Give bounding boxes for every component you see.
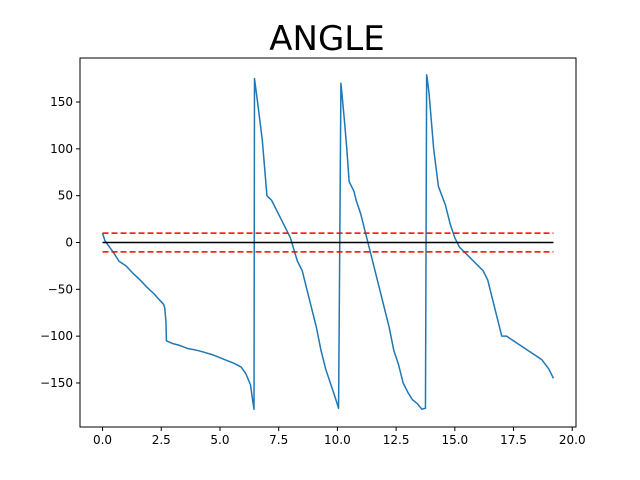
chart-title: ANGLE	[269, 19, 384, 59]
x-tick-label: 2.5	[152, 433, 171, 447]
y-tick-label: −100	[40, 329, 73, 343]
plot-area	[101, 74, 555, 410]
x-axis: 0.0 2.5 5.0 7.5 10.0 12.5 15.0 17.5 20.0	[93, 427, 586, 447]
x-tick-label: 5.0	[210, 433, 229, 447]
x-tick-label: 17.5	[500, 433, 527, 447]
x-tick-label: 15.0	[441, 433, 468, 447]
x-tick-label: 0.0	[93, 433, 112, 447]
series-line-0	[101, 74, 555, 410]
y-tick-label: 50	[58, 189, 73, 203]
x-tick-label: 20.0	[559, 433, 586, 447]
y-axis: −150 −100 −50 0 50 100 150	[40, 95, 80, 390]
x-tick-label: 12.5	[383, 433, 410, 447]
y-tick-label: 100	[50, 142, 73, 156]
x-tick-label: 10.0	[324, 433, 351, 447]
y-tick-label: 0	[65, 236, 73, 250]
y-tick-label: −50	[48, 282, 73, 296]
y-tick-label: 150	[50, 95, 73, 109]
plot-frame	[79, 57, 577, 428]
y-tick-label: −150	[40, 376, 73, 390]
x-tick-label: 7.5	[269, 433, 288, 447]
